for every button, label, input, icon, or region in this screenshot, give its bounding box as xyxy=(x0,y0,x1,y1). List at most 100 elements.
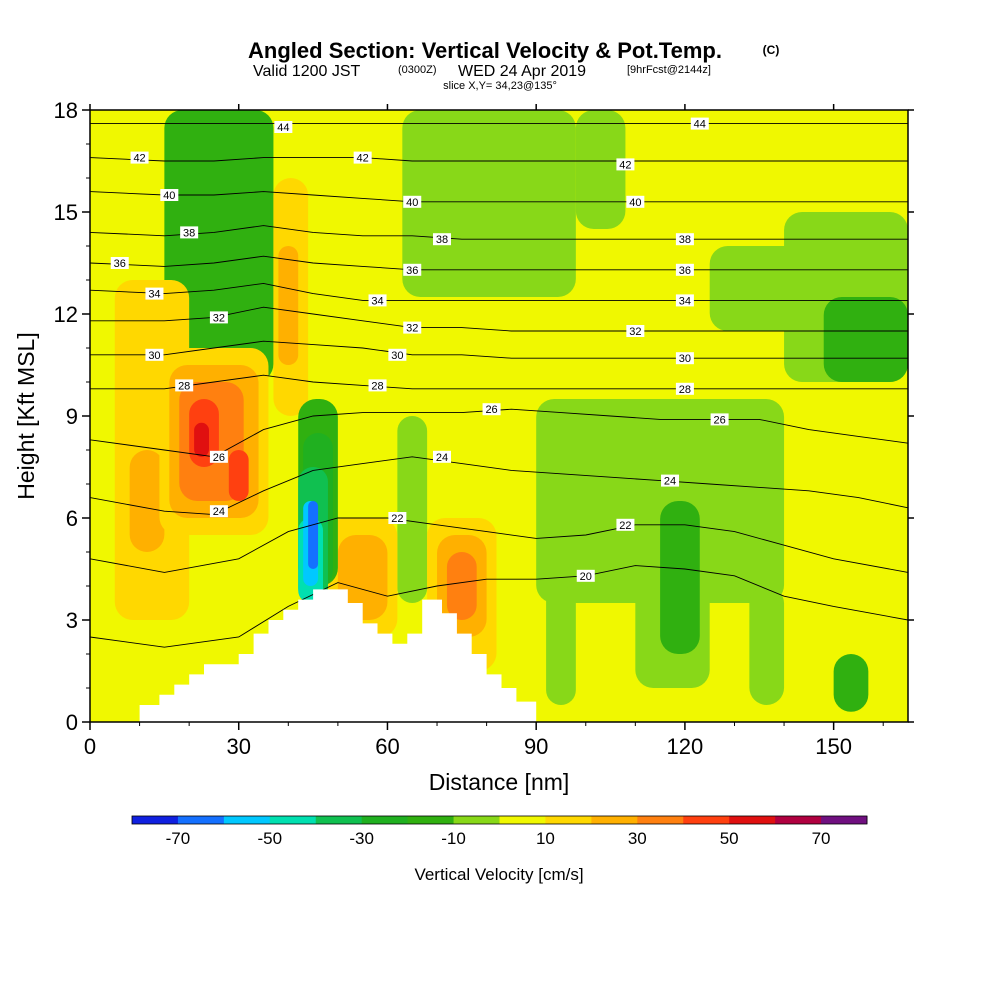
colorbar-swatch-10 xyxy=(591,816,638,824)
theta-label-bg xyxy=(175,379,194,392)
chart-subtitle: Valid 1200 JST (0300Z) WED 24 Apr 2019 [… xyxy=(253,63,711,80)
theta-label-text: 30 xyxy=(391,350,403,362)
theta-label-28-2: 28 xyxy=(675,382,694,396)
colorbar-label: Vertical Velocity [cm/s] xyxy=(414,865,583,884)
theta-label-bg xyxy=(209,505,228,518)
theta-label-text: 38 xyxy=(183,227,195,239)
y-tick-label: 12 xyxy=(54,302,78,327)
theta-label-24-2: 24 xyxy=(661,474,680,488)
plot-area: 20 22 22 24 24 24 26 26 26 28 28 28 30 30 30 32 32 32 34 34… xyxy=(90,110,908,722)
colorbar-swatch-6 xyxy=(407,816,455,824)
theta-label-bg xyxy=(368,294,387,307)
terrain-mask xyxy=(90,589,908,722)
theta-label-text: 32 xyxy=(213,312,225,324)
theta-label-text: 42 xyxy=(619,159,631,171)
velocity-cell-11 xyxy=(749,586,785,705)
colorbar-swatch-1 xyxy=(177,816,225,824)
y-axis-label: Height [Kft MSL] xyxy=(13,332,39,499)
theta-label-38-0: 38 xyxy=(180,226,199,239)
theta-label-text: 26 xyxy=(485,404,497,416)
velocity-cell-12 xyxy=(833,654,869,712)
theta-label-text: 38 xyxy=(679,234,691,246)
theta-label-text: 40 xyxy=(629,197,641,209)
velocity-cell-10 xyxy=(660,501,700,654)
theta-label-24-0: 24 xyxy=(209,505,228,518)
velocity-cell-15 xyxy=(129,450,165,552)
theta-label-bg xyxy=(675,352,694,365)
theta-contour-26 xyxy=(90,408,908,458)
theta-label-text: 20 xyxy=(580,571,592,583)
theta-label-bg xyxy=(482,403,501,416)
theta-label-22-0: 22 xyxy=(388,512,407,525)
theta-label-bg xyxy=(130,151,149,164)
y-tick-label: 15 xyxy=(54,200,78,225)
theta-label-text: 34 xyxy=(148,289,160,301)
colorbar-swatch-8 xyxy=(499,816,546,824)
theta-label-text: 24 xyxy=(664,476,676,488)
colorbar-tick-label: -30 xyxy=(349,829,374,848)
theta-label-text: 32 xyxy=(406,323,418,335)
theta-label-text: 42 xyxy=(357,153,369,165)
theta-label-42-0: 42 xyxy=(130,151,149,165)
colorbar-swatch-7 xyxy=(453,816,500,824)
y-tick-label: 18 xyxy=(54,98,78,123)
theta-label-bg xyxy=(403,263,422,276)
y-tick-label: 9 xyxy=(66,404,78,429)
theta-label-bg xyxy=(675,294,694,307)
theta-label-42-2: 42 xyxy=(616,158,635,171)
y-tick-label: 3 xyxy=(66,608,78,633)
theta-label-30-2: 30 xyxy=(675,352,694,365)
theta-label-text: 26 xyxy=(713,414,725,426)
theta-label-text: 28 xyxy=(178,380,190,392)
colorbar-tick-label: 70 xyxy=(812,829,831,848)
velocity-cell-23 xyxy=(278,246,299,365)
x-axis-label: Distance [nm] xyxy=(429,769,570,795)
theta-label-text: 34 xyxy=(679,295,691,307)
theta-label-text: 36 xyxy=(114,258,126,270)
theta-label-text: 28 xyxy=(371,380,383,392)
colorbar-swatch-14 xyxy=(775,816,822,824)
theta-label-bg xyxy=(160,189,179,201)
velocity-cell-6 xyxy=(823,297,908,382)
velocity-cell-7 xyxy=(536,399,785,603)
chart-title-suffix: (C) xyxy=(763,43,780,57)
x-tick-label: 150 xyxy=(815,734,852,759)
theta-label-26-2: 26 xyxy=(710,413,729,426)
theta-label-bg xyxy=(626,325,645,337)
theta-label-text: 24 xyxy=(213,506,225,518)
velocity-cell-1 xyxy=(164,110,274,382)
theta-label-36-1: 36 xyxy=(403,263,422,277)
theta-label-text: 22 xyxy=(391,513,403,525)
velocity-cell-2 xyxy=(402,110,576,297)
colorbar-swatch-3 xyxy=(269,816,317,824)
theta-contour-30 xyxy=(90,340,908,359)
x-tick-label: 120 xyxy=(667,734,704,759)
theta-label-36-2: 36 xyxy=(675,263,694,277)
theta-label-28-1: 28 xyxy=(368,379,387,392)
theta-label-bg xyxy=(675,233,694,246)
velocity-cell-34 xyxy=(308,501,319,569)
theta-label-30-1: 30 xyxy=(388,348,407,362)
theta-label-44-1: 44 xyxy=(690,117,709,131)
theta-label-text: 36 xyxy=(406,265,418,277)
theta-label-bg xyxy=(710,413,729,426)
colorbar-swatch-13 xyxy=(729,816,776,824)
theta-label-text: 44 xyxy=(277,122,289,134)
theta-contour-34 xyxy=(90,282,908,301)
colorbar-swatch-12 xyxy=(683,816,730,824)
colorbar-tick-label: 50 xyxy=(720,829,739,848)
theta-label-bg xyxy=(690,117,709,130)
x-tick-label: 90 xyxy=(524,734,548,759)
theta-label-bg xyxy=(110,257,129,269)
colorbar-swatch-0 xyxy=(132,816,179,824)
y-tick-label: 6 xyxy=(66,506,78,531)
theta-label-24-1: 24 xyxy=(432,450,451,464)
colorbar-frame xyxy=(131,815,868,825)
theta-label-bg xyxy=(675,263,694,276)
x-tick-label: 30 xyxy=(226,734,250,759)
colorbar-swatch-15 xyxy=(821,816,868,824)
theta-label-bg xyxy=(432,450,451,463)
theta-label-text: 30 xyxy=(679,353,691,365)
